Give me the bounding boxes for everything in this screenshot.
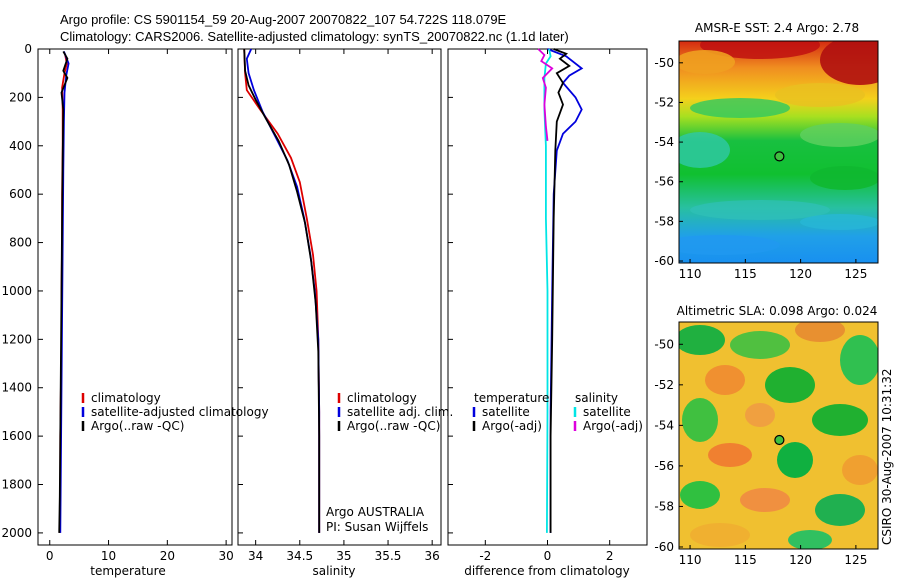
difference-xlabel: difference from climatology xyxy=(464,564,630,578)
sla-map-image xyxy=(679,322,878,549)
temperature-xlabel: temperature xyxy=(90,564,165,578)
principal-investigator-label: PI: Susan Wijffels xyxy=(326,520,428,534)
sla-map-axes: 110 115 120 125 -50 -52 -54 -56 -58 -60 xyxy=(654,337,867,567)
x-tick-label: 125 xyxy=(844,267,867,281)
y-tick-label: -54 xyxy=(654,135,674,149)
temperature-series-lines xyxy=(58,50,70,533)
x-tick-label: 34.5 xyxy=(286,549,313,563)
legend-label: satellite xyxy=(583,405,631,419)
legend-label: Argo(..raw -QC) xyxy=(91,419,184,433)
sst-map-panel: AMSR-E SST: 2.4 Argo: 2.78 110 115 120 125 -… xyxy=(654,21,879,281)
y-tick-label: -60 xyxy=(654,254,674,268)
x-tick-label: 120 xyxy=(789,553,812,567)
salinity-xlabel: salinity xyxy=(312,564,355,578)
x-tick-label: 110 xyxy=(679,267,702,281)
salinity-axes-frame xyxy=(237,48,442,546)
x-tick-label: 35.5 xyxy=(375,549,402,563)
y-tick-label: 200 xyxy=(9,90,32,104)
legend-label: salinity xyxy=(575,391,618,405)
legend-label: climatology xyxy=(91,391,161,405)
legend-label: climatology xyxy=(347,391,417,405)
sst-map-title: AMSR-E SST: 2.4 Argo: 2.78 xyxy=(695,21,859,35)
series-line xyxy=(245,48,321,533)
sla-map-panel: Altimetric SLA: 0.098 Argo: 0.024 110 115… xyxy=(654,304,879,567)
salinity-series-lines xyxy=(243,48,321,533)
y-tick-label: 1600 xyxy=(1,429,32,443)
temperature-panel: 0 200 400 600 800 1000 1200 1400 1600 1800 2000 0 1… xyxy=(1,42,268,578)
timestamp-side-label: CSIRO 30-Aug-2007 10:31:32 xyxy=(880,369,894,545)
legend-label: satellite xyxy=(482,405,530,419)
x-tick-label: 10 xyxy=(101,549,116,563)
series-line xyxy=(549,48,571,533)
figure-title-line-1: Argo profile: CS 5901154_59 20-Aug-2007 … xyxy=(60,12,507,27)
sst-map-image xyxy=(679,41,878,263)
x-tick-label: 115 xyxy=(734,267,757,281)
y-tick-label: -56 xyxy=(654,459,674,473)
x-tick-label: 110 xyxy=(679,553,702,567)
y-tick-label: -54 xyxy=(654,418,674,432)
legend-label: Argo(..raw -QC) xyxy=(347,419,440,433)
x-tick-label: 30 xyxy=(218,549,233,563)
sst-map-frame xyxy=(678,40,879,264)
legend-label: Argo(-adj) xyxy=(583,419,643,433)
x-tick-label: 0 xyxy=(46,549,54,563)
legend-label: satellite-adjusted climatology xyxy=(91,405,269,419)
x-tick-label: 36 xyxy=(425,549,440,563)
sla-map-frame xyxy=(678,321,879,550)
series-line xyxy=(243,48,321,533)
series-line xyxy=(58,50,69,533)
x-tick-label: 125 xyxy=(844,553,867,567)
y-tick-label: 400 xyxy=(9,139,32,153)
temperature-axes-frame xyxy=(37,48,233,546)
y-tick-label: -52 xyxy=(654,95,674,109)
y-tick-label: 1800 xyxy=(1,478,32,492)
sst-map-axes: 110 115 120 125 -50 -52 -54 -56 -58 -60 xyxy=(654,56,867,281)
x-tick-label: 120 xyxy=(789,267,812,281)
temperature-x-axis: 0 10 20 30 xyxy=(46,49,234,563)
y-tick-label: -52 xyxy=(654,378,674,392)
salinity-x-axis: 34 34.5 35 35.5 36 xyxy=(238,48,440,563)
sla-map-title: Altimetric SLA: 0.098 Argo: 0.024 xyxy=(677,304,878,318)
x-tick-label: 0 xyxy=(544,549,552,563)
x-tick-label: 34 xyxy=(248,549,263,563)
y-tick-label: -50 xyxy=(654,56,674,70)
difference-panel: -2 0 2 difference from climatology tempera… xyxy=(447,48,648,578)
y-tick-label: 2000 xyxy=(1,526,32,540)
depth-axis: 0 200 400 600 800 1000 1200 1400 1600 1800 2000 xyxy=(1,42,43,540)
y-tick-label: -50 xyxy=(654,337,674,351)
y-tick-label: -58 xyxy=(654,214,674,228)
figure-title-line-2: Climatology: CARS2006. Satellite-adjuste… xyxy=(60,29,569,44)
x-tick-label: 20 xyxy=(160,549,175,563)
y-tick-label: 800 xyxy=(9,236,32,250)
y-tick-label: -58 xyxy=(654,499,674,513)
y-tick-label: 1000 xyxy=(1,284,32,298)
argo-program-label: Argo AUSTRALIA xyxy=(326,505,425,519)
x-tick-label: 2 xyxy=(606,549,614,563)
y-tick-label: -60 xyxy=(654,540,674,554)
difference-legend: temperaturesatelliteArgo(-adj)salinitysa… xyxy=(472,391,643,433)
x-tick-label: 115 xyxy=(734,553,757,567)
salinity-panel: 34 34.5 35 35.5 36 salinity climatologysatel… xyxy=(237,48,453,578)
difference-series-lines xyxy=(537,48,584,533)
series-line xyxy=(537,48,554,141)
y-tick-label: 600 xyxy=(9,187,32,201)
x-tick-label: 35 xyxy=(336,549,351,563)
legend-label: satellite adj. clim. xyxy=(347,405,453,419)
y-tick-label: -56 xyxy=(654,175,674,189)
y-tick-label: 0 xyxy=(24,42,32,56)
difference-x-axis: -2 0 2 xyxy=(448,48,614,563)
legend-label: Argo(-adj) xyxy=(482,419,542,433)
y-tick-label: 1200 xyxy=(1,332,32,346)
series-line xyxy=(243,48,321,533)
y-tick-label: 1400 xyxy=(1,381,32,395)
sst-float-position-marker xyxy=(774,151,785,162)
legend-label: temperature xyxy=(474,391,549,405)
x-tick-label: -2 xyxy=(479,549,491,563)
sla-float-position-marker xyxy=(774,434,785,446)
